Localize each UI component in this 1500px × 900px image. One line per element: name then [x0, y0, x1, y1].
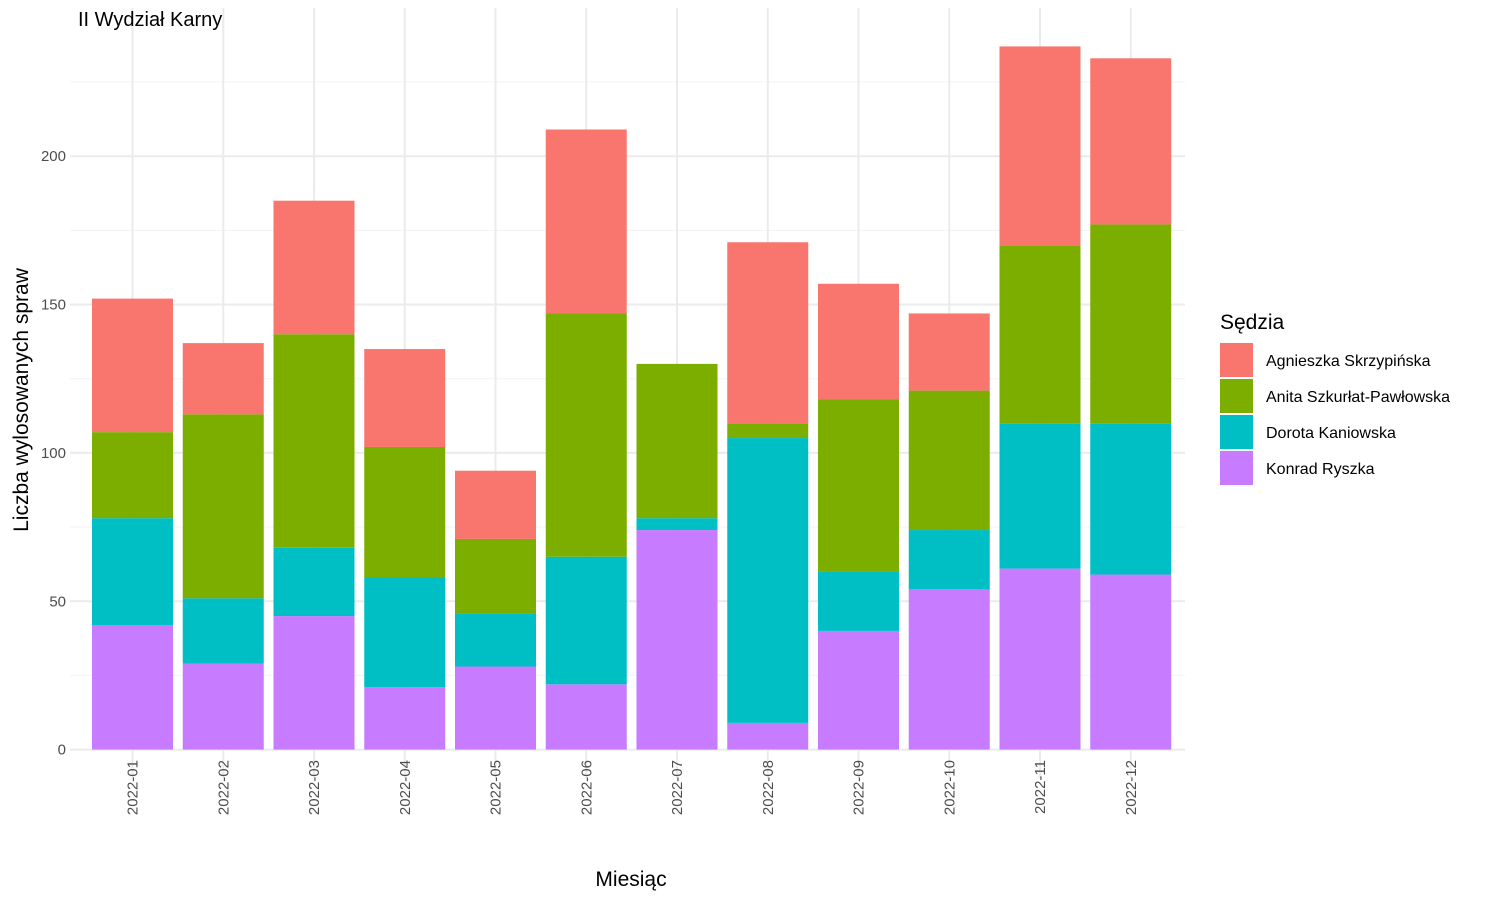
y-axis-title: Liczba wylosowanych spraw [10, 267, 33, 532]
bar-segment [273, 334, 355, 548]
chart-title: II Wydział Karny [78, 9, 222, 31]
bar-segment [182, 598, 264, 664]
x-tick-label: 2022-01 [125, 760, 142, 815]
x-tick-label: 2022-08 [760, 760, 777, 815]
y-tick-label: 150 [41, 297, 66, 314]
bar-segment [727, 722, 809, 750]
bar-segment [908, 313, 990, 391]
bar-segment [545, 313, 627, 557]
bars [92, 46, 1172, 750]
bar-segment [273, 547, 355, 617]
bar-segment [727, 423, 809, 439]
legend-label: Dorota Kaniowska [1266, 425, 1396, 442]
bar-segment [636, 530, 718, 750]
bar-segment [999, 423, 1081, 569]
bar-segment [908, 390, 990, 531]
legend-swatch [1220, 451, 1253, 485]
bar-segment [182, 414, 264, 599]
x-tick-label: 2022-02 [215, 760, 232, 815]
y-tick-label: 100 [41, 445, 66, 462]
bar-segment [364, 577, 446, 688]
bar-segment [92, 518, 173, 625]
x-tick-label: 2022-07 [669, 760, 686, 815]
legend-items: Agnieszka Skrzypińska Anita Szkurłat-Pawł… [1220, 343, 1450, 485]
bar-segment [455, 613, 536, 667]
bar-segment [182, 663, 264, 750]
x-tick-label: 2022-05 [488, 760, 505, 815]
bar-segment [999, 245, 1081, 424]
bar-segment [636, 363, 718, 519]
bar-segment [182, 343, 264, 415]
legend: Sędzia Agnieszka Skrzypińska Anita Szkurł… [1220, 311, 1450, 485]
legend-label: Agnieszka Skrzypińska [1266, 353, 1431, 370]
bar-segment [455, 470, 536, 539]
bar-segment [636, 518, 718, 531]
y-tick-label: 0 [58, 742, 66, 759]
bar-segment [455, 666, 536, 750]
bar-segment [999, 46, 1081, 246]
bar-segment [92, 432, 173, 519]
bar-segment [908, 589, 990, 750]
bar-segment [92, 298, 173, 433]
bar-segment [273, 200, 355, 335]
legend-label: Konrad Ryszka [1266, 461, 1375, 478]
bar-segment [545, 556, 627, 685]
bar-segment [545, 684, 627, 750]
bar-segment [545, 129, 627, 314]
x-axis-ticks: 2022-01 2022-02 2022-03 2022-04 2022-05 2022-… [125, 760, 1140, 815]
y-tick-label: 200 [41, 148, 66, 165]
bar-segment [273, 616, 355, 750]
bar-segment [818, 630, 899, 750]
legend-swatch [1220, 415, 1253, 449]
legend-label: Anita Szkurłat-Pawłowska [1266, 389, 1450, 406]
y-tick-label: 50 [49, 593, 66, 610]
bar-segment [1090, 224, 1172, 424]
bar-segment [727, 242, 809, 424]
bar-segment [818, 399, 899, 572]
bar-segment [818, 283, 899, 400]
x-tick-label: 2022-10 [941, 760, 958, 815]
y-axis-ticks: 0 50 100 150 200 [41, 148, 66, 758]
bar-segment [1090, 574, 1172, 750]
x-tick-label: 2022-11 [1032, 760, 1049, 814]
bar-segment [364, 687, 446, 750]
x-tick-label: 2022-06 [578, 760, 595, 815]
bar-segment [999, 568, 1081, 750]
legend-swatch [1220, 343, 1253, 377]
bar-segment [818, 571, 899, 631]
x-tick-label: 2022-03 [306, 760, 323, 815]
x-axis-title: Miesiąc [595, 868, 666, 891]
bar-segment [1090, 58, 1172, 225]
x-tick-label: 2022-09 [851, 760, 868, 815]
x-tick-label: 2022-12 [1123, 760, 1140, 815]
bar-segment [92, 624, 173, 750]
legend-title: Sędzia [1220, 311, 1285, 334]
bar-segment [455, 538, 536, 614]
bar-segment [1090, 423, 1172, 575]
x-tick-label: 2022-04 [397, 760, 414, 815]
bar-segment [364, 446, 446, 578]
bar-segment [364, 349, 446, 447]
legend-swatch [1220, 379, 1253, 413]
bar-segment [908, 530, 990, 590]
bar-segment [727, 438, 809, 723]
